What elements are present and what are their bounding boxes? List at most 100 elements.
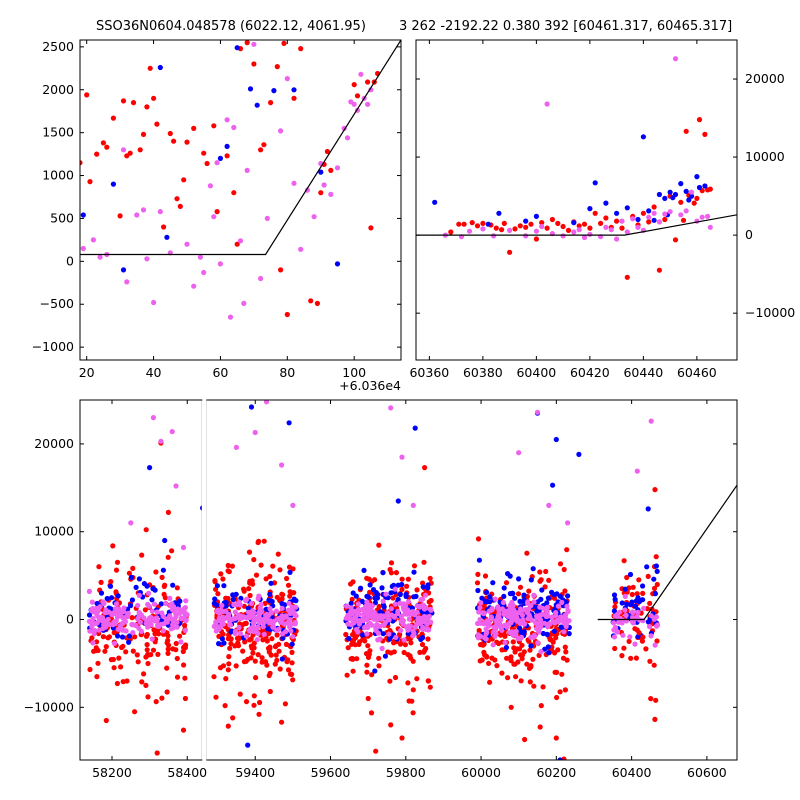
- y-tick-label: −10000: [24, 699, 74, 714]
- data-point-red: [291, 95, 297, 101]
- data-point-red: [414, 587, 420, 593]
- data-point-violet: [135, 602, 141, 609]
- data-point-violet: [380, 598, 386, 604]
- x-tick-label: 60460: [677, 365, 717, 380]
- data-point-blue: [484, 589, 490, 595]
- data-point-red: [169, 548, 175, 554]
- data-point-red: [225, 723, 231, 729]
- data-point-red: [118, 664, 124, 670]
- data-point-red: [274, 632, 280, 638]
- data-point-red: [84, 92, 90, 98]
- data-point-violet: [398, 627, 404, 634]
- data-point-blue: [217, 155, 223, 161]
- data-point-violet: [635, 224, 641, 230]
- data-point-red: [392, 674, 399, 681]
- data-point-blue: [646, 208, 652, 214]
- data-point-red: [174, 585, 180, 591]
- data-point-red: [621, 645, 627, 651]
- data-point-blue: [624, 205, 630, 211]
- data-point-blue: [164, 234, 170, 240]
- data-point-red: [499, 647, 505, 653]
- data-point-blue: [247, 86, 254, 92]
- data-point-violet: [217, 261, 223, 267]
- data-point-blue: [413, 593, 419, 600]
- data-point-red: [181, 662, 187, 668]
- data-point-violet: [395, 608, 401, 614]
- data-point-red: [277, 567, 283, 573]
- data-point-violet: [524, 600, 531, 606]
- data-point-blue: [501, 593, 507, 600]
- data-point-red: [211, 123, 217, 129]
- data-point-red: [144, 104, 150, 110]
- data-point-blue: [271, 88, 277, 94]
- data-point-red: [512, 649, 518, 655]
- data-point-violet: [348, 605, 354, 611]
- data-point-blue: [334, 261, 341, 267]
- data-point-blue: [177, 598, 183, 604]
- data-point-red: [152, 631, 158, 637]
- data-point-violet: [220, 621, 227, 627]
- data-point-red: [130, 100, 137, 106]
- data-point-blue: [221, 640, 227, 646]
- data-point-blue: [702, 183, 708, 189]
- data-point-red: [255, 652, 261, 658]
- data-point-blue: [348, 600, 354, 606]
- data-point-blue: [395, 498, 401, 504]
- data-point-red: [182, 695, 188, 702]
- data-point-violet: [611, 620, 617, 626]
- data-point-red: [278, 267, 284, 273]
- data-point-blue: [234, 45, 240, 51]
- data-point-red: [139, 552, 145, 558]
- data-point-red: [103, 644, 109, 650]
- data-point-violet: [533, 620, 539, 626]
- data-point-red: [461, 221, 467, 227]
- y-tick-label: 20000: [34, 436, 74, 451]
- data-point-violet: [688, 189, 695, 195]
- data-point-red: [274, 594, 280, 600]
- data-point-red: [110, 115, 116, 121]
- data-point-red: [519, 642, 525, 648]
- data-point-violet: [493, 631, 499, 637]
- data-point-violet: [391, 614, 398, 620]
- data-point-violet: [373, 625, 379, 631]
- data-point-red: [287, 593, 293, 599]
- data-point-red: [397, 641, 404, 647]
- data-point-blue: [152, 587, 158, 593]
- data-point-violet: [410, 609, 416, 615]
- data-point-red: [364, 662, 370, 668]
- data-point-violet: [482, 620, 488, 626]
- plot-area-top-right: [416, 56, 737, 280]
- data-point-red: [285, 667, 292, 673]
- data-point-blue: [640, 583, 646, 589]
- data-point-red: [268, 652, 274, 658]
- data-point-blue: [248, 404, 255, 410]
- data-point-violet: [388, 606, 394, 612]
- data-point-violet: [646, 623, 653, 630]
- data-point-red: [222, 703, 228, 709]
- data-point-violet: [401, 601, 407, 607]
- data-point-red: [533, 236, 540, 242]
- data-point-red: [425, 678, 431, 684]
- model-line: [597, 484, 737, 621]
- data-point-red: [414, 676, 420, 682]
- data-point-blue: [540, 630, 546, 637]
- data-point-red: [226, 661, 232, 667]
- data-point-blue: [530, 566, 536, 572]
- data-point-red: [498, 632, 504, 638]
- data-point-red: [241, 659, 247, 665]
- data-point-blue: [219, 636, 225, 642]
- x-tick-label: 60360: [409, 365, 449, 380]
- data-point-violet: [563, 612, 569, 618]
- data-point-red: [143, 633, 150, 639]
- data-point-violet: [672, 56, 679, 62]
- figure-title-left: SSO36N0604.048578 (6022.12, 4061.95): [96, 19, 366, 34]
- data-point-violet: [211, 214, 217, 220]
- data-point-red: [511, 645, 517, 651]
- data-point-red: [132, 634, 138, 640]
- data-point-blue: [120, 267, 127, 273]
- data-point-blue: [269, 598, 275, 605]
- data-point-red: [562, 588, 568, 594]
- data-point-red: [267, 573, 273, 580]
- data-point-violet: [402, 611, 408, 617]
- data-point-red: [114, 680, 120, 687]
